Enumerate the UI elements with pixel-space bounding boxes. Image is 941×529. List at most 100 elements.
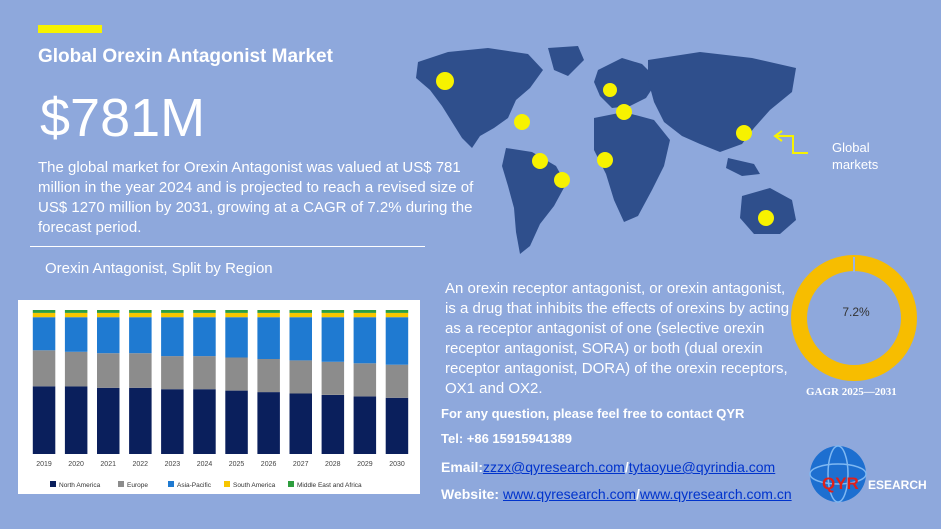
bar-2019-series-1 bbox=[32, 350, 56, 387]
x-tick-label: 2022 bbox=[133, 461, 149, 468]
bar-2025-series-4 bbox=[225, 310, 248, 313]
cagr-donut: 7.2% bbox=[791, 255, 917, 381]
logo-text-qyr: QYR bbox=[822, 474, 859, 493]
bar-2026-series-3 bbox=[257, 312, 280, 318]
email-separator: / bbox=[624, 459, 629, 475]
x-tick-label: 2026 bbox=[261, 461, 277, 468]
bar-2028-series-2 bbox=[321, 317, 345, 362]
contact-website: Website: www.qyresearch.com/www.qyresear… bbox=[441, 486, 792, 502]
bar-2023-series-3 bbox=[161, 312, 184, 318]
bar-2024-series-3 bbox=[193, 312, 216, 318]
bar-2022-series-0 bbox=[129, 387, 152, 454]
market-dot-australia bbox=[758, 210, 774, 226]
bar-2026-series-2 bbox=[257, 317, 280, 359]
page-title: Global Orexin Antagonist Market bbox=[38, 46, 333, 67]
continent-southeast-asia bbox=[726, 158, 760, 176]
map-pointer-arrow bbox=[773, 130, 808, 154]
bar-2024-series-4 bbox=[193, 310, 216, 313]
bar-2022-series-3 bbox=[129, 312, 152, 318]
website-separator: / bbox=[636, 486, 640, 502]
contact-question: For any question, please feel free to co… bbox=[441, 406, 745, 421]
bar-2030-series-2 bbox=[385, 317, 409, 365]
bar-2021-series-1 bbox=[97, 353, 120, 388]
bar-2030-series-3 bbox=[385, 312, 409, 318]
cagr-label: GAGR 2025—2031 bbox=[806, 386, 897, 398]
legend-label-1: Europe bbox=[127, 482, 148, 489]
continent-north-america bbox=[416, 48, 543, 148]
bar-2025-series-2 bbox=[225, 317, 248, 358]
email-label: Email: bbox=[441, 459, 484, 475]
market-dot-east-asia bbox=[736, 125, 752, 141]
bar-2027-series-1 bbox=[289, 360, 312, 394]
email-link-2[interactable]: tytaoyue@qyrindia.com bbox=[628, 459, 776, 475]
legend-label-4: Middle East and Africa bbox=[297, 482, 362, 489]
bar-2029-series-2 bbox=[353, 317, 377, 364]
bar-2028-series-0 bbox=[321, 395, 345, 454]
x-tick-label: 2021 bbox=[100, 461, 116, 468]
bar-2030-series-1 bbox=[385, 364, 409, 398]
chart-canvas: 2019 2020 2021 2022 2023 2024 2025 2026 2027 2028… bbox=[32, 310, 409, 489]
bar-2023-series-0 bbox=[161, 389, 184, 454]
about-text: An orexin receptor antagonist, or orexin… bbox=[445, 280, 790, 397]
continent-greenland bbox=[548, 46, 584, 76]
email-link-1[interactable]: zzzx@qyresearch.com bbox=[483, 459, 625, 475]
bar-2030-series-0 bbox=[385, 397, 409, 454]
bar-2020-series-2 bbox=[64, 317, 88, 352]
region-split-chart: 2019 2020 2021 2022 2023 2024 2025 2026 2027 2028… bbox=[18, 300, 420, 494]
website-link-2[interactable]: www.qyresearch.com.cn bbox=[639, 486, 792, 502]
bar-2023-series-2 bbox=[161, 317, 184, 357]
bar-2024-series-0 bbox=[193, 389, 216, 454]
continent-south-america bbox=[502, 148, 566, 254]
legend-swatch-3 bbox=[224, 481, 230, 487]
bar-2019-series-0 bbox=[32, 386, 56, 454]
legend-label-2: Asia-Pacific bbox=[177, 482, 212, 489]
bar-2022-series-1 bbox=[129, 353, 152, 388]
bar-2022-series-2 bbox=[129, 317, 152, 354]
bar-2019-series-4 bbox=[32, 310, 56, 313]
contact-email: Email:zzzx@qyresearch.com/tytaoyue@qyrin… bbox=[441, 459, 775, 475]
bar-2022-series-4 bbox=[129, 310, 152, 313]
market-dot-europe-south bbox=[616, 104, 632, 120]
bar-2020-series-0 bbox=[64, 386, 88, 454]
cagr-value: 7.2% bbox=[842, 305, 870, 319]
x-tick-label: 2024 bbox=[197, 461, 213, 468]
bar-2024-series-1 bbox=[193, 356, 216, 390]
bar-2026-series-4 bbox=[257, 310, 280, 313]
bar-2026-series-0 bbox=[257, 392, 280, 454]
market-dot-central-america bbox=[532, 153, 548, 169]
world-map bbox=[416, 46, 808, 254]
bar-2021-series-0 bbox=[97, 387, 120, 454]
x-tick-label: 2019 bbox=[36, 461, 52, 468]
bar-2020-series-3 bbox=[64, 312, 88, 318]
bar-2027-series-4 bbox=[289, 310, 312, 313]
legend-swatch-4 bbox=[288, 481, 294, 487]
bar-2030-series-4 bbox=[385, 310, 409, 313]
x-tick-label: 2028 bbox=[325, 461, 341, 468]
bar-2021-series-3 bbox=[97, 312, 120, 318]
bar-2029-series-4 bbox=[353, 310, 377, 313]
x-tick-label: 2030 bbox=[389, 461, 405, 468]
bar-2025-series-0 bbox=[225, 390, 248, 454]
x-tick-label: 2023 bbox=[165, 461, 181, 468]
bar-2019-series-3 bbox=[32, 312, 56, 318]
website-label: Website: bbox=[441, 486, 503, 502]
bar-2021-series-2 bbox=[97, 317, 120, 354]
market-dot-africa bbox=[597, 152, 613, 168]
x-tick-label: 2029 bbox=[357, 461, 373, 468]
bar-2019-series-2 bbox=[32, 317, 56, 351]
bar-2028-series-1 bbox=[321, 361, 345, 395]
bar-2028-series-3 bbox=[321, 312, 345, 318]
bar-2029-series-3 bbox=[353, 312, 377, 318]
x-tick-label: 2027 bbox=[293, 461, 309, 468]
continent-asia bbox=[648, 52, 796, 152]
market-dot-europe-north bbox=[603, 83, 617, 97]
bar-2029-series-1 bbox=[353, 363, 377, 397]
market-dot-north-america-east bbox=[514, 114, 530, 130]
x-tick-label: 2020 bbox=[68, 461, 84, 468]
bar-2025-series-1 bbox=[225, 357, 248, 391]
bar-2027-series-0 bbox=[289, 393, 312, 454]
bar-2020-series-4 bbox=[64, 310, 88, 313]
market-description: The global market for Orexin Antagonist … bbox=[38, 159, 474, 236]
website-link-1[interactable]: www.qyresearch.com bbox=[502, 486, 637, 502]
title-accent-bar bbox=[38, 25, 102, 33]
